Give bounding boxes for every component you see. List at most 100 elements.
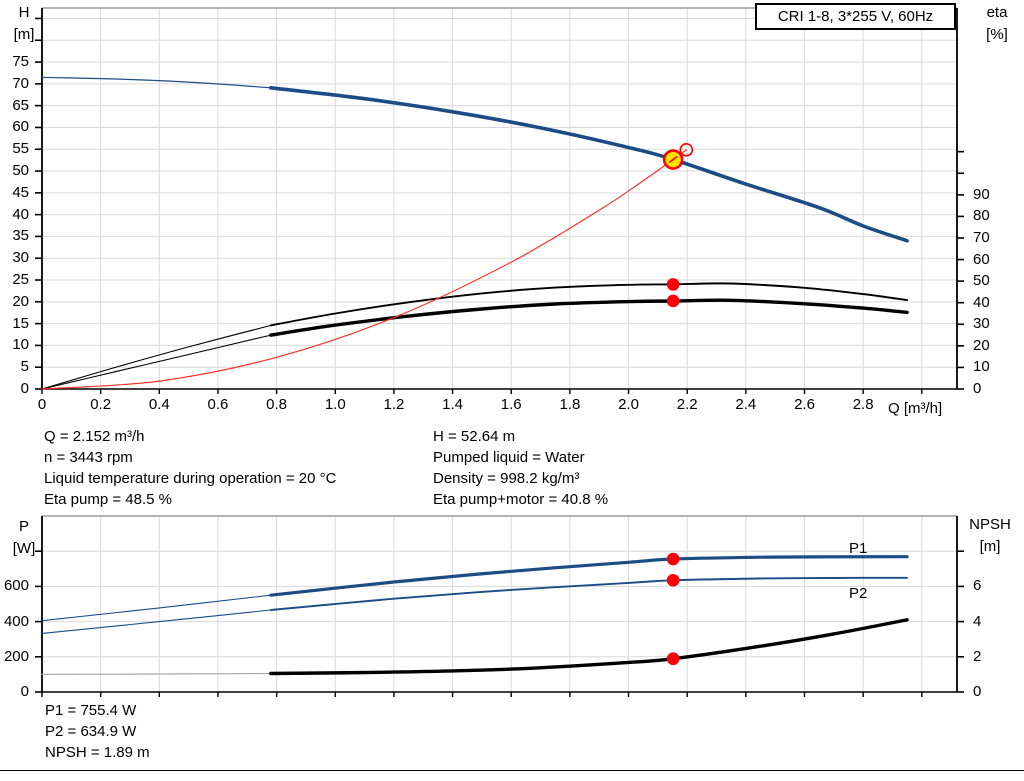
left-tick-label: 55 — [12, 140, 29, 158]
annotation-head: H = 52.64 m — [433, 428, 516, 445]
right-tick-label: 2 — [973, 647, 982, 665]
p1-curve-label: P1 — [849, 540, 868, 557]
left-tick-label: 75 — [12, 53, 29, 71]
left-tick-label: 0 — [20, 380, 29, 397]
p2-curve-ext — [41, 609, 272, 634]
npsh-axis-quantity: NPSH — [969, 516, 1011, 533]
annotation-flow: Q = 2.152 m³/h — [44, 428, 145, 445]
p2-point — [666, 573, 680, 587]
left-tick-label: 70 — [12, 74, 29, 92]
annotation-liquid-temperature: Liquid temperature during operation = 20… — [44, 470, 337, 487]
left-tick-label: 25 — [12, 271, 29, 289]
annotation-p2: P2 = 634.9 W — [45, 723, 137, 740]
x-tick-label: 2.4 — [735, 396, 757, 413]
p-axis-quantity: P — [18, 518, 29, 535]
npsh-curve — [269, 618, 909, 676]
h-axis-unit-label: H [m] — [6, 2, 42, 46]
left-tick-label: 50 — [12, 162, 29, 180]
annotation-density: Density = 998.2 kg/m³ — [433, 470, 580, 487]
right-tick-label: 6 — [973, 577, 982, 595]
footer-divider — [0, 770, 1024, 771]
p-axis-unit: [W] — [12, 540, 36, 557]
eta-pump-motor — [269, 298, 909, 337]
npsh-curve-ext — [41, 672, 272, 675]
npsh-axis-unit: [m] — [979, 538, 1001, 555]
x-tick-label: 2.8 — [852, 396, 874, 413]
q-axis-label: Q [m³/h] — [888, 400, 943, 417]
annotation-eta-pump: Eta pump = 48.5 % — [44, 491, 172, 508]
x-tick-label: 2.0 — [618, 396, 639, 413]
right-tick-label: 10 — [973, 358, 990, 376]
left-tick-label: 30 — [12, 249, 29, 267]
right-tick-label: 40 — [973, 293, 990, 311]
left-tick-label: 200 — [3, 647, 29, 665]
right-tick-label: 20 — [973, 336, 990, 354]
h-axis-quantity: H — [18, 4, 30, 21]
right-tick-label: 70 — [973, 228, 990, 246]
left-tick-label: 40 — [12, 205, 29, 223]
h-axis-unit: [m] — [13, 26, 35, 43]
left-tick-label: 5 — [20, 358, 29, 376]
right-tick-label: 60 — [973, 250, 990, 268]
pump-curve — [269, 86, 909, 243]
x-tick-label: 1.0 — [324, 396, 346, 413]
x-tick-label: 1.8 — [559, 396, 581, 413]
eta-pump — [269, 282, 909, 327]
left-tick-label: 60 — [12, 118, 29, 136]
right-tick-label: 50 — [973, 272, 990, 290]
eta-axis-unit: [%] — [986, 26, 1008, 43]
x-tick-label: 0.2 — [90, 396, 112, 413]
system-curve — [41, 149, 687, 390]
p2-curve — [269, 576, 909, 611]
duty-annotations-left: Q = 2.152 m³/h n = 3443 rpm Liquid tempe… — [44, 426, 336, 510]
x-tick-label: 2.6 — [794, 396, 815, 413]
left-tick-label: 45 — [12, 183, 29, 201]
eta-axis-unit-label: eta [%] — [974, 2, 1020, 46]
left-tick-label: 600 — [3, 577, 29, 595]
annotation-p1: P1 = 755.4 W — [45, 702, 137, 719]
power-annotations: P1 = 755.4 W P2 = 634.9 W NPSH = 1.89 m — [45, 700, 150, 763]
pump-curve-ext — [41, 76, 272, 89]
right-tick-label: 30 — [973, 315, 990, 333]
left-tick-label: 0 — [20, 683, 29, 700]
p1-point — [666, 552, 680, 566]
left-tick-label: 400 — [3, 612, 29, 630]
left-tick-label: 15 — [12, 314, 29, 332]
left-tick-label: 20 — [12, 292, 29, 310]
right-tick-label: 0 — [973, 683, 982, 700]
p-axis-unit-label: P [W] — [6, 516, 42, 560]
x-tick-label: 1.2 — [383, 396, 405, 413]
annotation-speed: n = 3443 rpm — [44, 449, 133, 466]
duty-point-mark — [668, 155, 678, 164]
x-tick-label: 1.6 — [500, 396, 522, 413]
x-tick-label: 0.6 — [207, 396, 229, 413]
x-tick-label: 0.4 — [148, 396, 170, 413]
x-tick-label: 1.4 — [442, 396, 463, 413]
p2-curve-label: P2 — [849, 585, 868, 602]
left-tick-label: 10 — [12, 336, 29, 354]
eta-pump-motor-point — [666, 294, 680, 308]
left-tick-label: 65 — [12, 96, 29, 114]
npsh-point — [666, 652, 680, 666]
right-tick-label: 4 — [973, 612, 982, 630]
eta-pump-ext — [41, 324, 272, 390]
left-tick-label: 35 — [12, 227, 29, 245]
pump-model-label: CRI 1-8, 3*255 V, 60Hz — [777, 8, 934, 25]
duty-annotations-right: H = 52.64 m Pumped liquid = Water Densit… — [433, 426, 608, 510]
right-tick-label: 90 — [973, 185, 990, 203]
annotation-npsh: NPSH = 1.89 m — [45, 744, 150, 761]
target-point — [679, 143, 694, 157]
x-tick-label: 2.2 — [676, 396, 698, 413]
right-tick-label: 0 — [973, 380, 982, 397]
annotation-pumped-liquid: Pumped liquid = Water — [433, 449, 585, 466]
x-tick-label: 0 — [37, 396, 47, 413]
annotation-eta-pump-motor: Eta pump+motor = 40.8 % — [433, 491, 609, 508]
right-tick-label: 80 — [973, 207, 990, 225]
eta-pump-point — [666, 278, 680, 291]
npsh-axis-unit-label: NPSH [m] — [960, 514, 1020, 558]
eta-axis-quantity: eta — [986, 4, 1008, 21]
x-tick-label: 0.8 — [266, 396, 288, 413]
eta-pump-motor-ext — [41, 334, 272, 390]
